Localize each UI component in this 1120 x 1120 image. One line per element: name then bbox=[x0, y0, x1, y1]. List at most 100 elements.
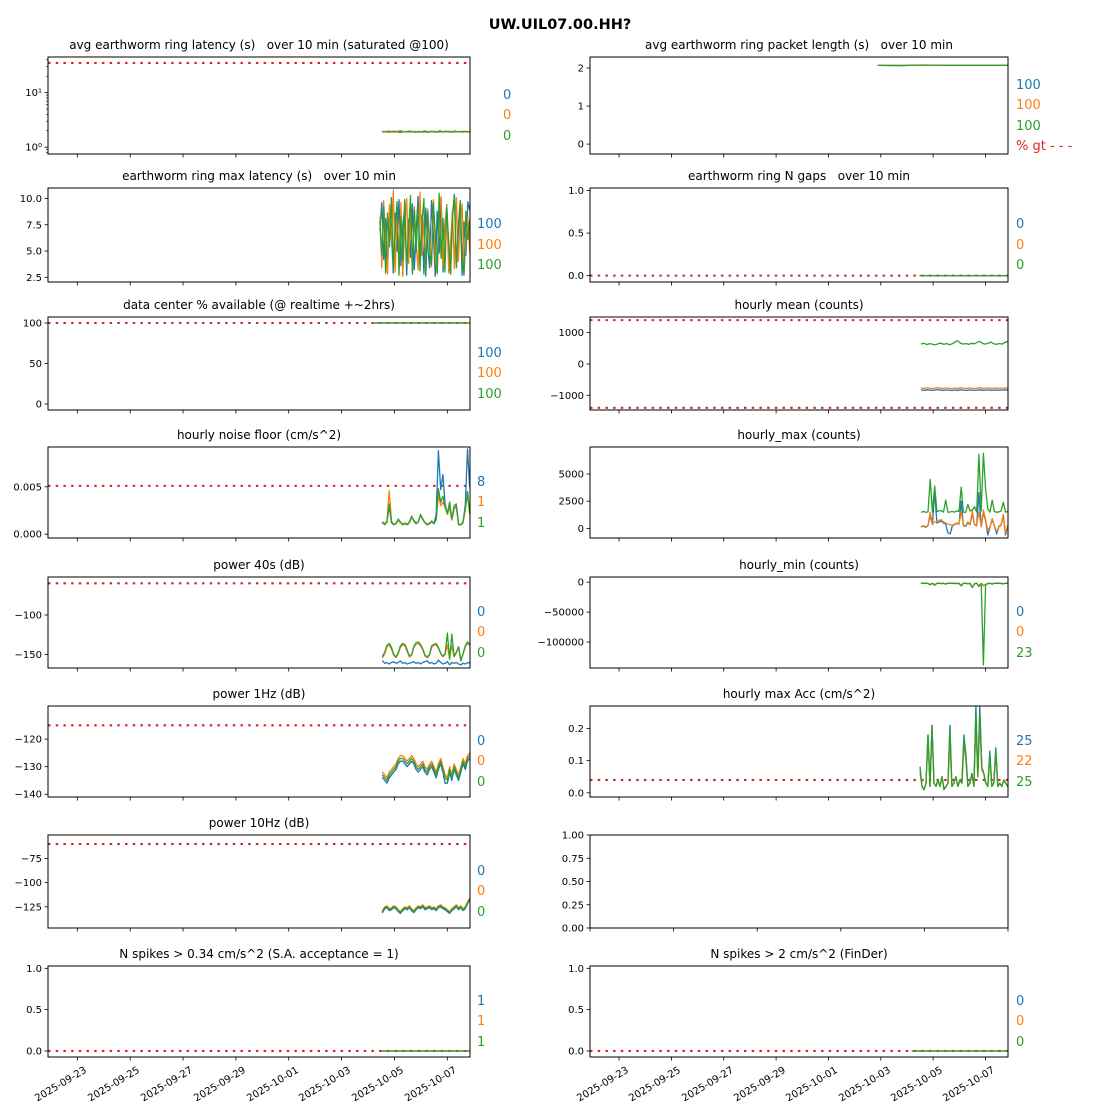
chart-title-hourly-max: hourly_max (counts) bbox=[737, 428, 861, 442]
series-end-labels: 0 0 0 bbox=[477, 732, 485, 794]
plot-panel-1: 0 1 2 bbox=[578, 56, 1009, 158]
series-end-labels: 25 22 25 bbox=[1016, 732, 1033, 794]
svg-text:−1000: −1000 bbox=[550, 391, 584, 402]
svg-text:0.000: 0.000 bbox=[13, 530, 42, 541]
series-count-label: 100 bbox=[1016, 118, 1041, 134]
svg-text:0.50: 0.50 bbox=[562, 877, 584, 888]
svg-text:0: 0 bbox=[578, 578, 584, 589]
svg-text:0.75: 0.75 bbox=[562, 854, 584, 865]
plot-panel-7: 0 2500 5000 bbox=[559, 446, 1009, 542]
series-end-labels: 0 0 0 bbox=[503, 86, 511, 148]
series-line-green bbox=[920, 582, 1008, 666]
svg-text:2500: 2500 bbox=[559, 497, 584, 508]
page-title: UW.UIL07.00.HH? bbox=[488, 17, 632, 33]
chart-title-hourly-min: hourly_min (counts) bbox=[739, 558, 859, 572]
series-line-blue bbox=[381, 757, 470, 784]
series-count-label: 0 bbox=[1016, 237, 1025, 253]
svg-text:−100: −100 bbox=[15, 878, 42, 889]
series-count-label: 0 bbox=[477, 884, 486, 900]
svg-text:0: 0 bbox=[578, 140, 584, 151]
series-count-label: 0 bbox=[1016, 625, 1025, 641]
series-count-label: 1 bbox=[477, 1034, 486, 1050]
svg-text:0.5: 0.5 bbox=[26, 1005, 42, 1016]
svg-text:100: 100 bbox=[23, 318, 42, 329]
svg-text:−120: −120 bbox=[15, 735, 42, 746]
series-line-green bbox=[920, 452, 1008, 513]
svg-text:2.5: 2.5 bbox=[26, 273, 42, 284]
plot-panel-12: −125 −100 −75 bbox=[15, 834, 471, 932]
series-count-label: 0 bbox=[477, 863, 486, 879]
series-count-label: 0 bbox=[503, 128, 512, 144]
svg-text:0: 0 bbox=[578, 524, 584, 535]
series-count-label: 25 bbox=[1016, 733, 1033, 749]
svg-text:1.0: 1.0 bbox=[568, 964, 584, 975]
plot-panel-15: 0.0 0.5 1.0 bbox=[568, 964, 1009, 1061]
series-count-label: 1 bbox=[477, 993, 486, 1009]
svg-text:50: 50 bbox=[29, 359, 42, 370]
series-count-label: 100 bbox=[477, 217, 502, 233]
plot-panel-13: 0.00 0.25 0.50 0.75 1.00 bbox=[562, 831, 1009, 935]
series-line-green bbox=[381, 488, 470, 526]
svg-text:10⁰: 10⁰ bbox=[25, 143, 42, 154]
series-count-label: 0 bbox=[1016, 604, 1025, 620]
plot-panel-2: 2.5 5.0 7.5 10.0 bbox=[20, 187, 471, 286]
series-count-label: 100 bbox=[477, 386, 502, 402]
series-count-label: 0 bbox=[477, 733, 486, 749]
series-line-green bbox=[381, 130, 470, 134]
chart-title-max-latency: earthworm ring max latency (s) over 10 m… bbox=[122, 169, 396, 183]
svg-text:−50000: −50000 bbox=[544, 608, 584, 619]
series-line-green bbox=[379, 192, 470, 277]
chart-title-n-gaps: earthworm ring N gaps over 10 min bbox=[687, 169, 911, 183]
svg-text:0.005: 0.005 bbox=[13, 482, 42, 493]
plot-panel-4: 0 50 100 bbox=[23, 316, 471, 414]
svg-text:0: 0 bbox=[578, 359, 584, 370]
svg-text:−100000: −100000 bbox=[537, 638, 584, 649]
series-count-label: 0 bbox=[477, 754, 486, 770]
series-line-green bbox=[920, 339, 1008, 346]
svg-text:1: 1 bbox=[578, 102, 584, 113]
series-line-orange bbox=[920, 387, 1008, 390]
svg-text:2: 2 bbox=[578, 64, 584, 75]
chart-title-hourly-mean: hourly mean (counts) bbox=[734, 298, 864, 312]
series-end-labels: 1 1 1 bbox=[477, 992, 485, 1054]
series-end-labels: 100 100 100 % gt - - - bbox=[1016, 76, 1072, 158]
series-end-labels: 8 1 1 bbox=[477, 473, 485, 535]
series-line-blue bbox=[920, 388, 1008, 392]
series-count-label: 100 bbox=[477, 258, 502, 274]
svg-text:10¹: 10¹ bbox=[25, 88, 42, 99]
svg-text:−140: −140 bbox=[15, 790, 42, 801]
plot-panel-5: −1000 0 1000 bbox=[550, 316, 1009, 414]
plot-panel-9: −100000 −50000 0 bbox=[537, 576, 1009, 672]
series-end-labels: 0 0 0 bbox=[1016, 992, 1024, 1054]
series-end-labels: 0 0 0 bbox=[477, 603, 485, 665]
series-count-label: 1 bbox=[477, 1014, 486, 1030]
series-count-label: 1 bbox=[477, 495, 486, 511]
svg-text:−150: −150 bbox=[15, 650, 42, 661]
series-count-label: 0 bbox=[1016, 993, 1025, 1009]
series-count-label: 0 bbox=[477, 904, 486, 920]
series-count-label: 8 bbox=[477, 474, 486, 490]
series-count-label: 0 bbox=[477, 625, 486, 641]
chart-title-n-spikes-sa: N spikes > 0.34 cm/s^2 (S.A. acceptance … bbox=[119, 947, 399, 961]
chart-title-avg-ring-latency: avg earthworm ring latency (s) over 10 m… bbox=[69, 38, 449, 52]
series-count-label: 100 bbox=[477, 237, 502, 253]
svg-text:1.0: 1.0 bbox=[568, 186, 584, 197]
series-count-label: 0 bbox=[1016, 1014, 1025, 1030]
svg-text:0.25: 0.25 bbox=[562, 900, 584, 911]
series-end-labels: 100 100 100 bbox=[477, 344, 502, 406]
svg-text:10.0: 10.0 bbox=[20, 194, 42, 205]
series-count-label: 0 bbox=[503, 87, 512, 103]
svg-text:5000: 5000 bbox=[559, 469, 584, 480]
series-count-label: 100 bbox=[477, 366, 502, 382]
chart-title-power-1hz: power 1Hz (dB) bbox=[212, 687, 306, 701]
series-count-label: 0 bbox=[503, 108, 512, 124]
svg-text:0.5: 0.5 bbox=[568, 1005, 584, 1016]
series-count-label: 100 bbox=[1016, 77, 1041, 93]
chart-title-n-spikes-finder: N spikes > 2 cm/s^2 (FinDer) bbox=[710, 947, 888, 961]
svg-text:1.00: 1.00 bbox=[562, 831, 584, 842]
series-end-labels: 0 0 23 bbox=[1016, 603, 1033, 665]
plot-panel-11: 0.0 0.1 0.2 bbox=[568, 705, 1009, 801]
series-line-green bbox=[877, 64, 1008, 67]
series-count-label: 0 bbox=[477, 645, 486, 661]
